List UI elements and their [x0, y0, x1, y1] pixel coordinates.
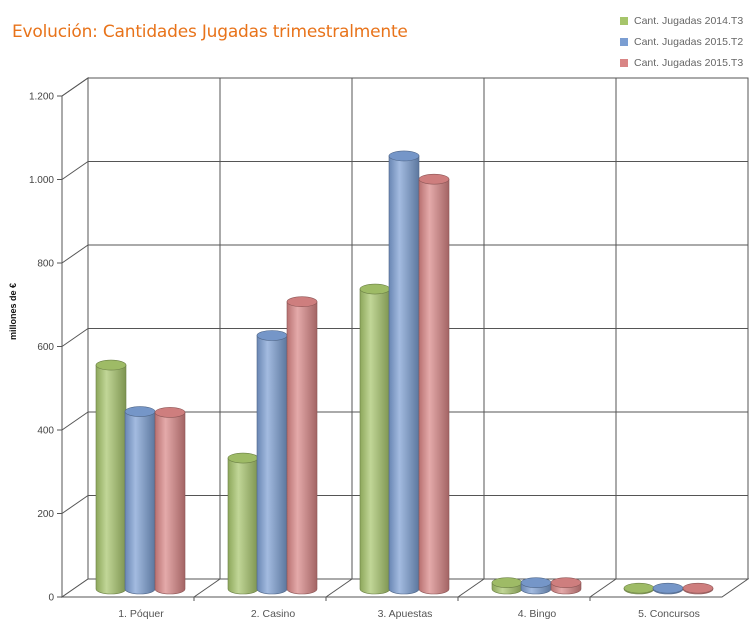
bar — [95, 364, 127, 595]
bar — [418, 178, 450, 595]
bar — [124, 411, 156, 595]
x-tick-label: 3. Apuestas — [378, 608, 433, 620]
y-tick-label: 600 — [37, 342, 54, 353]
y-tick-label: 1.200 — [29, 92, 54, 103]
legend-label: Cant. Jugadas 2015.T3 — [634, 56, 744, 69]
legend-item-2015-t3: Cant. Jugadas 2015.T3 — [620, 52, 748, 73]
floor-separator — [589, 578, 617, 598]
legend: Cant. Jugadas 2014.T3 Cant. Jugadas 2015… — [620, 10, 748, 73]
gridline-side — [61, 495, 89, 514]
legend-item-2014-t3: Cant. Jugadas 2014.T3 — [620, 10, 748, 31]
floor-separator — [193, 578, 221, 598]
floor-separator — [325, 578, 353, 598]
legend-label: Cant. Jugadas 2015.T2 — [634, 35, 744, 48]
bar-top — [124, 406, 156, 417]
bar-top — [520, 577, 552, 588]
bar — [286, 301, 318, 595]
bar — [154, 412, 186, 595]
legend-swatch — [620, 37, 628, 46]
x-tick-label: 4. Bingo — [518, 608, 557, 620]
bar-top — [154, 407, 186, 418]
gridline-side — [61, 161, 89, 180]
bar — [227, 457, 259, 595]
bar — [256, 335, 288, 595]
legend-item-2015-t2: Cant. Jugadas 2015.T2 — [620, 31, 748, 52]
bar-top — [359, 283, 391, 295]
gridline-side — [61, 244, 89, 264]
bar-top — [227, 452, 259, 464]
bar-top — [623, 582, 655, 594]
bar-top — [256, 330, 288, 341]
y-tick-label: 1.000 — [29, 175, 54, 186]
chart-title: Evolución: Cantidades Jugadas trimestral… — [12, 22, 408, 42]
legend-swatch — [620, 16, 628, 25]
bar-top — [682, 582, 714, 594]
y-tick-label: 0 — [48, 593, 54, 604]
y-tick-label: 200 — [37, 509, 54, 520]
x-tick-label: 2. Casino — [251, 608, 296, 620]
legend-swatch — [620, 58, 628, 67]
bar-top — [95, 359, 127, 371]
bar-top — [652, 582, 684, 594]
bar-top — [491, 577, 523, 588]
legend-label: Cant. Jugadas 2014.T3 — [634, 14, 744, 27]
bar-top — [286, 296, 318, 308]
x-tick-label: 5. Concursos — [638, 608, 700, 620]
bar — [359, 288, 391, 595]
bar-top — [418, 173, 450, 185]
y-tick-label: 400 — [37, 426, 54, 437]
bar-top — [550, 577, 582, 588]
bar — [388, 155, 420, 595]
gridline-side — [61, 411, 89, 431]
gridline-side — [61, 328, 89, 347]
bar-top — [388, 150, 420, 162]
gridline-side — [61, 77, 89, 97]
floor-separator — [457, 578, 485, 598]
y-tick-label: 800 — [37, 259, 54, 270]
x-tick-label: 1. Póquer — [118, 608, 164, 620]
